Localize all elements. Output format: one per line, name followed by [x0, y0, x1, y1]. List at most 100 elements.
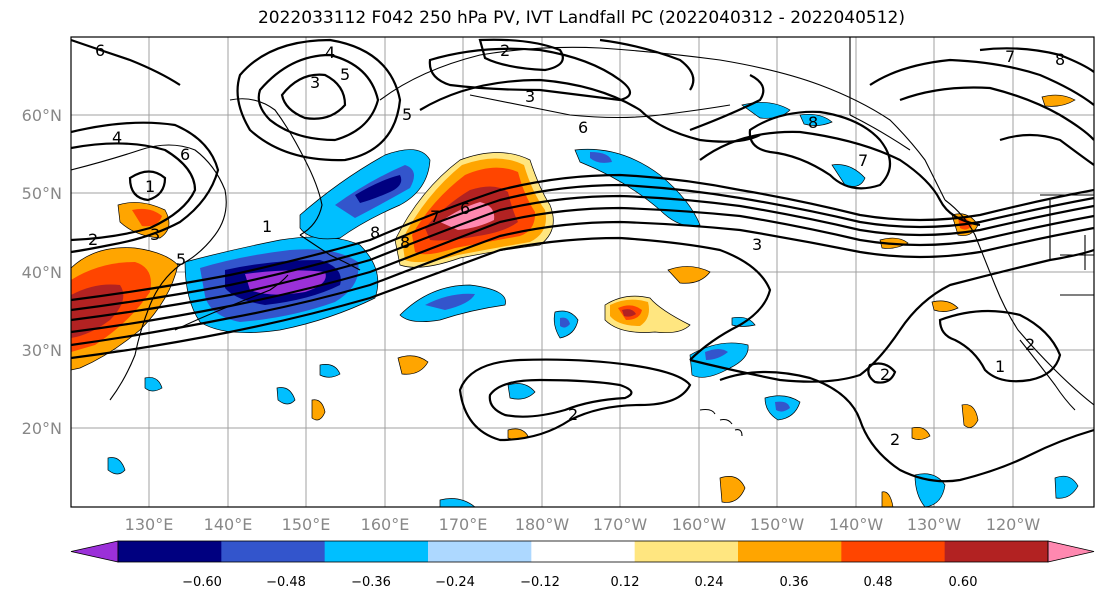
kamchatka-coastline	[229, 98, 323, 236]
negative-pv-anomaly	[319, 364, 341, 378]
contour-labels: 6 2 4 5 3 3 8 6 8 4 2 1 2 3 5 6 8 7 6 5 …	[88, 41, 1065, 449]
positive-pv-anomaly	[440, 202, 495, 230]
contour-value: 1	[262, 217, 272, 236]
colorbar-tick-label: −0.12	[520, 575, 560, 590]
contour-line	[71, 38, 181, 86]
negative-pv-anomaly	[799, 113, 833, 126]
colorbar-extend-min	[70, 540, 119, 563]
contour-line	[999, 133, 1094, 166]
latitude-label: 60°N	[22, 106, 62, 125]
colorbar: −0.60 −0.48 −0.36 −0.24 −0.12 0.12 0.24 …	[70, 540, 1095, 590]
contour-value: 5	[176, 250, 186, 269]
negative-pv-anomaly	[741, 102, 791, 119]
map-title: 2022033112 F042 250 hPa PV, IVT Landfall…	[257, 8, 905, 28]
longitude-labels: 130°E 140°E 150°E 160°E 170°E 180°W 170°…	[125, 515, 1041, 534]
positive-pv-anomaly	[931, 300, 959, 312]
colorbar-segments	[70, 540, 1095, 563]
longitude-label: 180°W	[515, 515, 570, 534]
contour-line	[938, 309, 1062, 383]
colorbar-extend-max	[1047, 540, 1095, 563]
aleutian-islands	[469, 94, 731, 119]
contour-value: 8	[400, 233, 410, 252]
colorbar-tick-label: 0.12	[611, 575, 640, 590]
contour-value: 2	[1025, 335, 1035, 354]
japan-coastline	[174, 274, 289, 331]
colorbar-tick-label: −0.48	[266, 575, 306, 590]
contour-line	[128, 170, 167, 202]
map-frame	[70, 36, 1095, 508]
negative-pv-anomaly	[144, 377, 163, 392]
contour-line	[748, 110, 892, 190]
contour-line	[458, 358, 692, 442]
longitude-label: 140°W	[829, 515, 884, 534]
alaska-coastline	[379, 46, 946, 201]
contour-line	[899, 86, 1094, 141]
longitude-label: 170°W	[593, 515, 648, 534]
contour-line	[71, 194, 1094, 322]
longitude-label: 140°E	[204, 515, 253, 534]
negative-pv-anomaly	[507, 383, 536, 400]
contour-line	[428, 47, 632, 102]
colorbar-tick-label: 0.60	[949, 575, 978, 590]
latitude-label: 40°N	[22, 263, 62, 282]
colorbar-segment	[428, 541, 532, 562]
contour-line	[478, 38, 564, 72]
contour-value: 6	[578, 118, 588, 137]
contour-value: 1	[995, 357, 1005, 376]
latitude-label: 30°N	[22, 341, 62, 360]
contour-value: 8	[1055, 50, 1065, 69]
contour-line	[419, 78, 761, 143]
contour-line	[71, 142, 197, 242]
negative-pv-anomaly	[560, 317, 570, 328]
negative-pv-anomaly	[705, 349, 728, 360]
contour-line	[599, 38, 695, 91]
contour-value: 8	[370, 223, 380, 242]
negative-pv-anomaly	[355, 175, 402, 203]
positive-pv-anomaly	[1041, 94, 1076, 107]
contour-value: 4	[325, 43, 335, 62]
contour-line	[699, 130, 981, 227]
contour-value: 2	[88, 230, 98, 249]
colorbar-ticks: −0.60 −0.48 −0.36 −0.24 −0.12 0.12 0.24 …	[182, 575, 977, 590]
contour-value: 1	[145, 177, 155, 196]
latitude-label: 20°N	[22, 419, 62, 438]
contour-value: 5	[340, 65, 350, 84]
positive-pv-anomaly	[311, 399, 326, 421]
negative-pv-anomaly	[276, 387, 296, 405]
contour-value: 3	[752, 235, 762, 254]
latitude-labels: 60°N 50°N 40°N 30°N 20°N	[22, 106, 62, 438]
colorbar-tick-label: 0.24	[695, 575, 724, 590]
negative-pv-anomaly	[574, 149, 701, 227]
negative-pv-anomaly	[107, 457, 126, 475]
contour-value: 7	[1005, 47, 1015, 66]
contour-value: 3	[525, 87, 535, 106]
colorbar-segment	[944, 541, 1049, 562]
longitude-label: 130°W	[907, 515, 962, 534]
longitude-label: 160°E	[361, 515, 410, 534]
colorbar-segment	[531, 541, 636, 562]
contour-value: 4	[112, 128, 122, 147]
positive-pv-anomaly	[719, 476, 746, 503]
colorbar-segment	[324, 541, 429, 562]
contour-line	[979, 47, 1094, 73]
ivt-contours	[71, 38, 1094, 483]
contour-value: 2	[500, 41, 510, 60]
longitude-label: 170°E	[439, 515, 488, 534]
positive-pv-anomaly	[622, 309, 636, 317]
contour-line	[689, 248, 1094, 383]
colorbar-segment	[118, 541, 222, 562]
contour-value: 2	[880, 365, 890, 384]
positive-pv-anomaly	[397, 355, 429, 375]
negative-pv-anomaly	[775, 401, 790, 412]
contour-value: 6	[460, 199, 470, 218]
contour-line	[280, 73, 347, 120]
positive-pv-anomaly	[132, 208, 162, 227]
positive-pv-anomaly	[881, 491, 894, 507]
contour-line	[257, 53, 380, 142]
colorbar-segment	[738, 541, 842, 562]
colorbar-tick-label: 0.36	[780, 575, 809, 590]
colorbar-segment	[221, 541, 326, 562]
negative-pv-anomaly	[425, 293, 475, 310]
longitude-label: 160°W	[672, 515, 727, 534]
